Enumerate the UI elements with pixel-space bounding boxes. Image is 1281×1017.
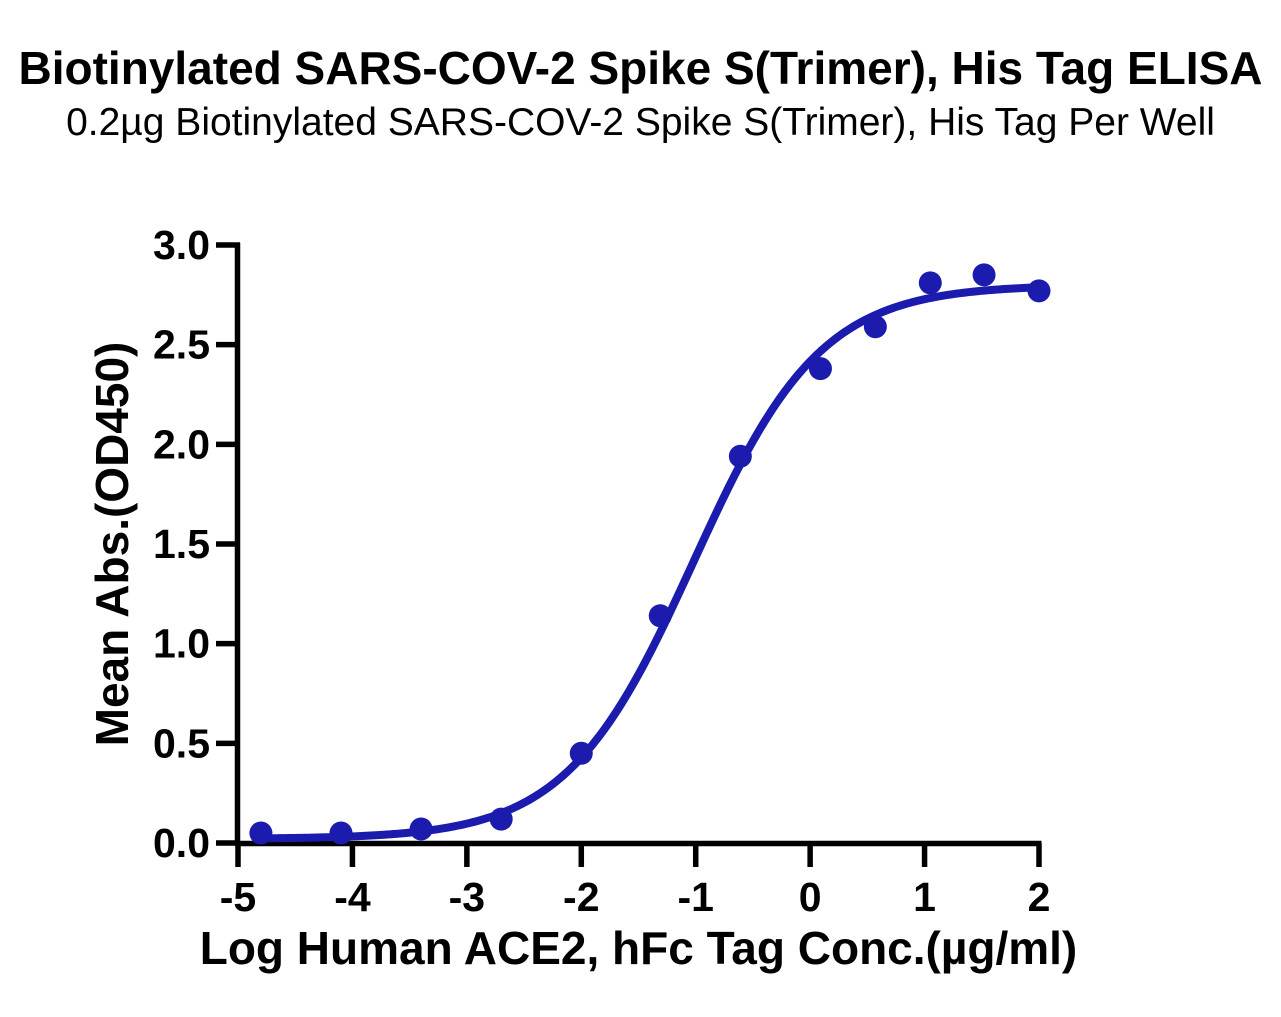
y-tick-label: 0.0 (153, 820, 210, 866)
y-tick-label: 2.5 (153, 322, 210, 368)
y-axis-title: Mean Abs.(OD450) (86, 342, 138, 747)
data-point (863, 315, 887, 339)
y-tick-label: 3.0 (153, 222, 210, 268)
data-point (1027, 279, 1051, 303)
data-point (808, 357, 832, 381)
data-point (569, 741, 593, 765)
data-point (489, 807, 513, 831)
x-tick-label: -4 (334, 874, 371, 920)
data-point (329, 821, 353, 845)
x-tick-label: -2 (563, 874, 599, 920)
fit-curve (256, 283, 1046, 843)
x-axis-title: Log Human ACE2, hFc Tag Conc.(µg/ml) (200, 922, 1078, 974)
x-tick-label: 0 (799, 874, 822, 920)
data-point (918, 271, 942, 295)
chart-title: Biotinylated SARS-COV-2 Spike S(Trimer),… (18, 42, 1263, 94)
data-point (409, 817, 433, 841)
x-tick-label: 2 (1028, 874, 1051, 920)
x-tick-label: -5 (220, 874, 256, 920)
data-point (728, 444, 752, 468)
y-tick-label: 0.5 (153, 720, 210, 766)
data-point (249, 821, 273, 845)
chart-subtitle: 0.2µg Biotinylated SARS-COV-2 Spike S(Tr… (66, 101, 1215, 144)
y-tick-label: 1.5 (153, 521, 210, 567)
x-tick-label: 1 (913, 874, 936, 920)
x-tick-label: -1 (677, 874, 713, 920)
data-point (648, 604, 672, 628)
y-tick-label: 1.0 (153, 621, 210, 667)
y-tick-label: 2.0 (153, 421, 210, 467)
x-tick-label: -3 (449, 874, 485, 920)
data-point (972, 263, 996, 287)
